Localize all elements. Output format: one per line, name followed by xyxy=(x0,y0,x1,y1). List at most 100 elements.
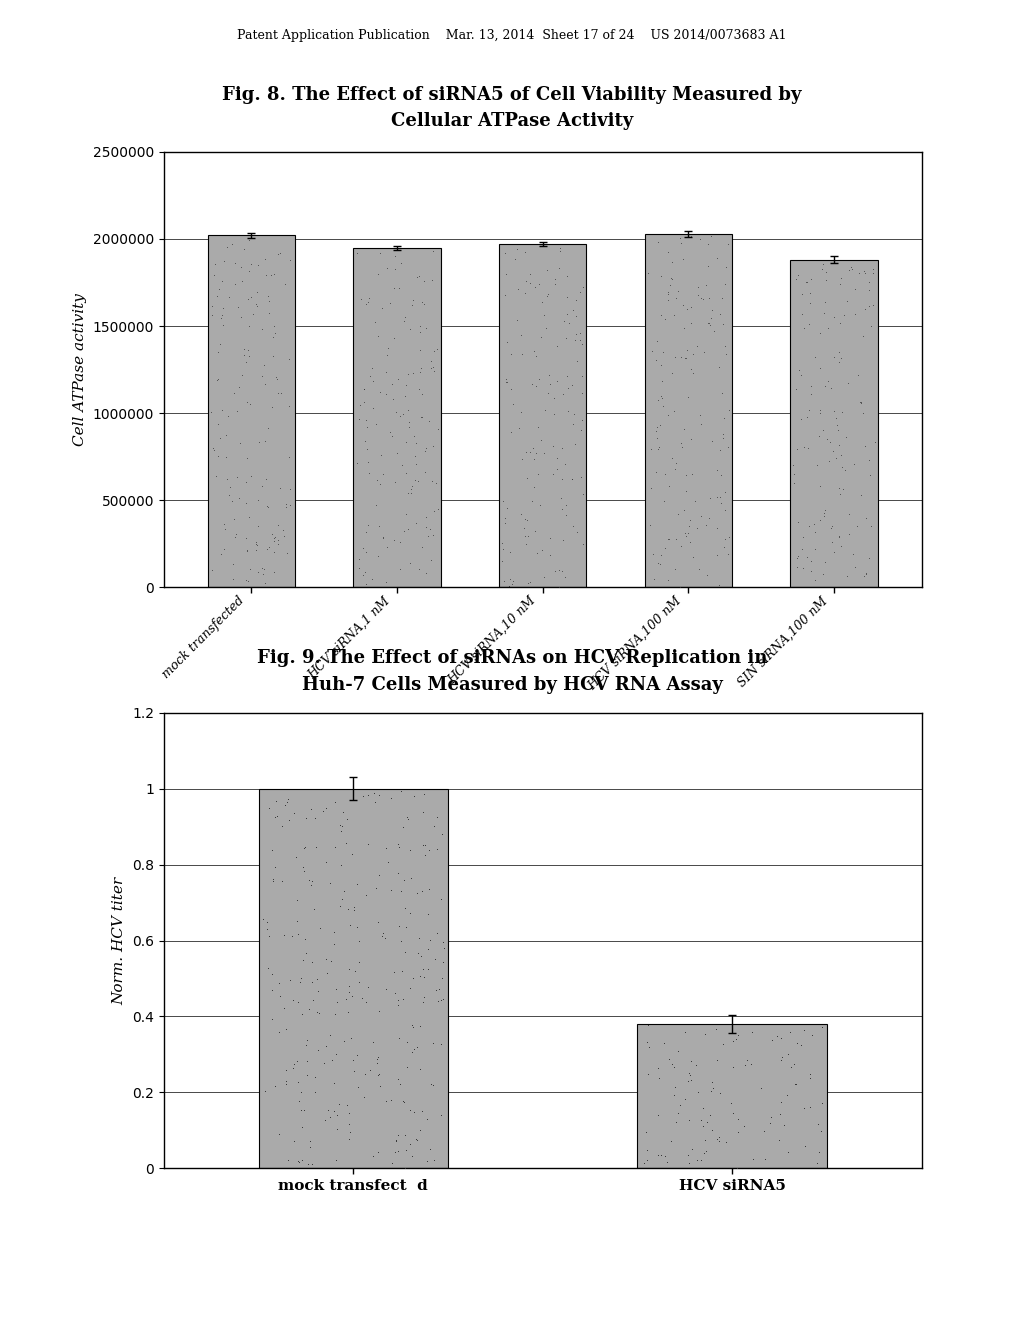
Point xyxy=(392,880,409,902)
Point xyxy=(505,570,521,591)
Point xyxy=(807,347,823,368)
Point xyxy=(425,1074,441,1096)
Point xyxy=(648,330,665,351)
Point xyxy=(420,939,436,960)
Point xyxy=(412,339,428,360)
Point xyxy=(418,438,434,459)
Point xyxy=(382,1089,398,1110)
Point xyxy=(428,338,444,359)
Point xyxy=(557,453,573,474)
Point xyxy=(423,549,439,570)
Point xyxy=(370,1047,386,1068)
Point xyxy=(384,425,400,446)
Point xyxy=(763,1030,779,1051)
Point xyxy=(664,1053,680,1074)
Point xyxy=(711,1126,727,1147)
Point xyxy=(359,292,376,313)
Point xyxy=(423,358,439,379)
Point xyxy=(272,477,289,498)
Point xyxy=(248,540,264,561)
Point xyxy=(817,269,834,290)
Point xyxy=(795,527,811,548)
Point xyxy=(718,256,734,277)
Point xyxy=(428,807,444,828)
Point xyxy=(214,400,230,421)
Point xyxy=(355,537,372,558)
Point xyxy=(278,494,294,515)
Point xyxy=(407,1101,423,1122)
Point xyxy=(412,315,428,337)
Point xyxy=(420,525,436,546)
Point xyxy=(211,279,227,300)
Point xyxy=(210,446,226,467)
Point xyxy=(643,438,659,459)
Point xyxy=(424,470,440,491)
Point xyxy=(341,1102,357,1123)
Point xyxy=(698,1111,715,1133)
Point xyxy=(429,990,445,1011)
Point xyxy=(390,862,407,883)
Point xyxy=(672,1094,688,1115)
Point xyxy=(400,808,417,829)
Point xyxy=(329,1043,345,1064)
Point xyxy=(240,570,256,591)
Point xyxy=(233,271,250,292)
Point xyxy=(652,354,669,375)
Point xyxy=(825,441,842,462)
Point xyxy=(573,383,590,404)
Bar xyxy=(791,260,878,587)
Point xyxy=(414,880,430,902)
Point xyxy=(280,1150,296,1171)
Point xyxy=(378,362,394,383)
Point xyxy=(650,231,667,252)
Point xyxy=(698,565,715,586)
Point xyxy=(263,964,280,985)
Point xyxy=(257,572,273,593)
Point xyxy=(295,950,311,972)
Point xyxy=(404,294,421,315)
Point xyxy=(265,326,282,347)
Point xyxy=(210,342,226,363)
Point xyxy=(796,1097,812,1118)
Point xyxy=(703,1081,720,1102)
Point xyxy=(259,912,275,933)
Bar xyxy=(645,234,732,587)
Point xyxy=(255,564,271,585)
Point xyxy=(801,516,817,537)
Point xyxy=(229,296,246,317)
Point xyxy=(357,294,374,315)
Point xyxy=(322,1024,338,1045)
Point xyxy=(370,1142,386,1163)
Point xyxy=(495,550,511,572)
Point xyxy=(421,411,437,432)
Point xyxy=(290,1072,306,1093)
Point xyxy=(853,392,869,413)
Point xyxy=(339,1094,355,1115)
Text: mock transfected: mock transfected xyxy=(160,594,247,681)
Point xyxy=(298,942,314,964)
Point xyxy=(317,1035,334,1056)
Point xyxy=(360,288,377,309)
Point xyxy=(326,1101,342,1122)
Point xyxy=(503,379,519,400)
Point xyxy=(280,788,296,809)
Point xyxy=(816,506,833,527)
Point xyxy=(311,917,328,939)
Point xyxy=(396,869,413,890)
Bar xyxy=(258,789,449,1168)
Point xyxy=(338,989,354,1010)
Point xyxy=(650,389,667,411)
Point xyxy=(794,284,810,305)
Point xyxy=(526,341,543,362)
Point xyxy=(216,249,232,271)
Point xyxy=(241,507,257,528)
Point xyxy=(557,566,573,587)
Point xyxy=(371,865,387,886)
Point xyxy=(539,259,555,280)
Point xyxy=(424,436,440,457)
Point xyxy=(346,900,362,921)
Point xyxy=(517,242,534,263)
Point xyxy=(398,1031,415,1052)
Point xyxy=(412,1015,428,1036)
Point xyxy=(509,238,525,259)
